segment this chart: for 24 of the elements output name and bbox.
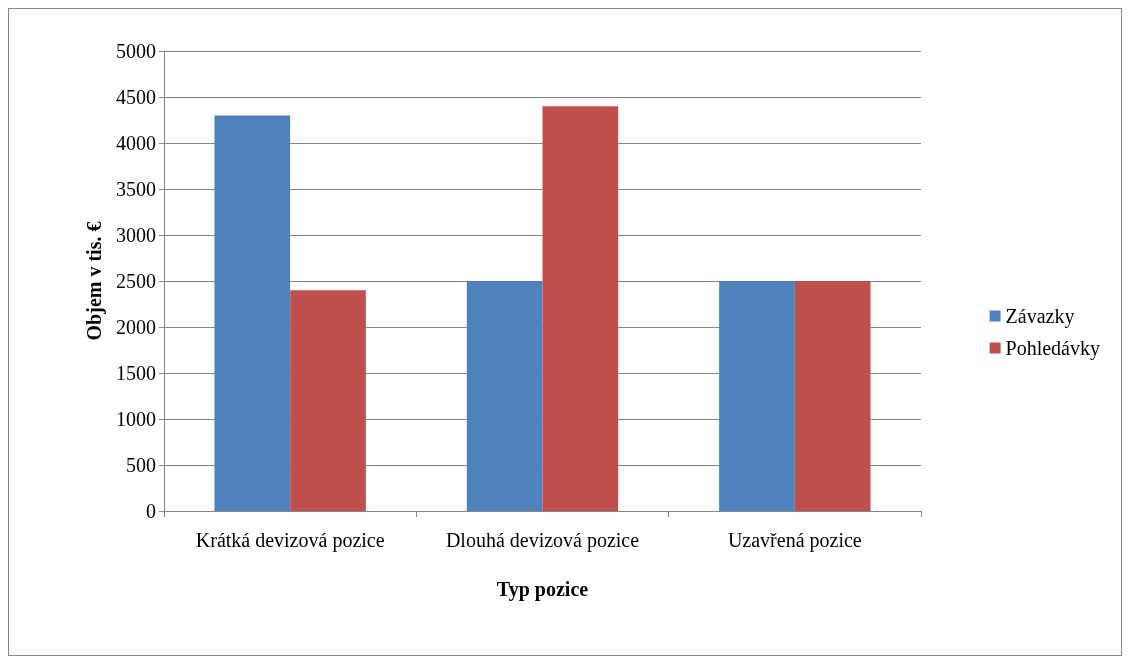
bar — [290, 290, 366, 511]
y-tick-label: 500 — [126, 454, 156, 476]
bar — [794, 281, 871, 511]
x-tick-label: Krátká devizová pozice — [195, 529, 385, 552]
y-tick-label: 2500 — [116, 270, 156, 292]
y-tick-label: 4500 — [116, 86, 156, 108]
bar — [542, 106, 619, 511]
y-tick-label: 4000 — [116, 132, 156, 154]
bar — [466, 281, 543, 511]
y-tick-label: 0 — [146, 500, 156, 522]
y-axis-title: Objem v tis. € — [83, 221, 106, 341]
x-tick-label: Uzavřená pozice — [727, 529, 862, 552]
x-axis-title: Typ pozice — [496, 578, 589, 601]
bar — [214, 115, 291, 511]
legend-label: Pohledávky — [1005, 337, 1100, 360]
y-tick-label: 3000 — [116, 224, 156, 246]
bar — [719, 281, 795, 511]
x-tick-label: Dlouhá devizová pozice — [445, 529, 640, 552]
y-tick-label: 2000 — [116, 316, 156, 338]
y-tick-label: 3500 — [116, 178, 156, 200]
y-tick-label: 1500 — [116, 362, 156, 384]
y-tick-label: 1000 — [116, 408, 156, 430]
legend-label: Závazky — [1005, 305, 1075, 328]
y-tick-label: 5000 — [116, 40, 156, 62]
